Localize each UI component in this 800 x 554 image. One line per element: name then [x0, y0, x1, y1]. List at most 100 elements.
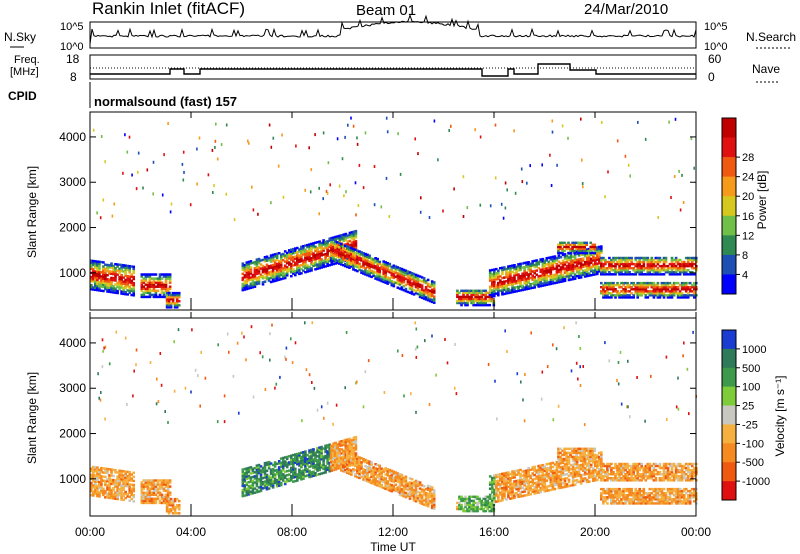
data-cell-power-1436	[412, 276, 416, 280]
data-cell-power-1118	[342, 255, 345, 259]
data-cell-vel-39	[96, 490, 99, 494]
data-cell-power-80	[102, 279, 105, 283]
data-cell-power-89	[104, 288, 107, 291]
data-cell-vel-663	[283, 460, 287, 463]
data-cell-vel-1638	[491, 476, 494, 480]
data-cell-power-612	[273, 267, 277, 270]
data-cell-power-1078	[331, 247, 335, 251]
data-cell-power-2259	[600, 251, 603, 254]
data-cell-power-875	[322, 259, 325, 263]
data-cell-power-338	[156, 283, 160, 286]
data-cell-vel-445	[241, 476, 245, 480]
data-cell-vel-1764	[513, 472, 516, 475]
data-cell-power-933	[332, 238, 336, 241]
data-cell-vel-1277	[380, 475, 384, 479]
data-cell-vel-1018	[350, 463, 354, 467]
data-cell-vel-1089	[335, 453, 339, 456]
data-cell-vel-279	[144, 483, 148, 486]
data-cell-power-2243	[598, 266, 601, 269]
data-cell-power-2719	[620, 256, 623, 260]
data-cell-power-1937	[541, 260, 545, 263]
data-cell-vel-362	[162, 497, 166, 501]
data-cell-vel-1209	[366, 478, 369, 481]
data-cell-power-1498	[426, 278, 430, 282]
data-cell-vel-219	[126, 470, 130, 474]
data-cell-vel-1701	[503, 488, 506, 491]
data-cell-vel-604	[271, 463, 275, 467]
data-cell-vel-272	[144, 501, 148, 505]
data-cell-vel-522	[255, 468, 259, 471]
data-cell-vel-1543	[468, 505, 471, 509]
data-cell-power-2251	[598, 247, 601, 251]
data-cell-power-1998	[551, 255, 555, 259]
data-cell-power-1172	[354, 269, 357, 272]
data-cell-power-3052	[657, 215, 659, 219]
freq-unit: [MHz]	[10, 66, 39, 78]
data-cell-power-2194	[587, 252, 591, 255]
data-cell-vel-1708	[503, 474, 506, 477]
data-cell-power-1950	[543, 261, 547, 265]
data-cell-vel-1466	[424, 498, 428, 501]
data-cell-power-248	[132, 294, 136, 297]
data-cell-vel-322	[152, 485, 156, 488]
data-cell-vel-820	[314, 459, 317, 463]
data-cell-power-323	[152, 281, 156, 284]
data-cell-power-295	[146, 281, 150, 284]
data-cell-power-1391	[402, 276, 406, 280]
data-cell-vel-631	[277, 466, 281, 469]
data-cell-vel-1065	[331, 457, 335, 461]
data-cell-power-233	[128, 277, 132, 280]
data-cell-vel-1164	[356, 471, 359, 475]
data-cell-vel-515	[255, 482, 259, 486]
data-cell-power-2119	[575, 266, 579, 270]
data-cell-power-1031	[350, 243, 354, 246]
data-cell-vel-142	[114, 491, 117, 494]
data-cell-power-2920	[678, 258, 682, 262]
data-cell-power-2022	[557, 276, 561, 280]
data-cell-power-3040	[494, 176, 497, 180]
data-cell-power-1650	[488, 291, 492, 295]
data-cell-power-1559	[466, 297, 469, 301]
data-cell-power-1098	[338, 262, 341, 265]
data-cell-power-274	[142, 287, 146, 291]
data-cell-vel-255	[140, 493, 144, 497]
data-cell-power-1020	[348, 243, 352, 247]
data-cell-power-2871	[664, 271, 668, 274]
data-cell-power-2876	[664, 256, 668, 260]
data-cell-power-2198	[589, 269, 593, 273]
data-cell-power-2538	[660, 283, 664, 287]
data-cell-power-1065	[329, 252, 333, 256]
data-cell-power-88	[102, 261, 105, 264]
data-cell-vel-1629	[491, 497, 494, 500]
data-cell-power-2854	[658, 264, 662, 268]
data-cell-power-669	[283, 264, 287, 267]
data-cell-power-2196	[587, 247, 591, 251]
data-cell-power-16	[92, 276, 95, 279]
data-cell-vel-476	[247, 487, 251, 490]
data-cell-power-2509	[652, 288, 656, 291]
data-cell-power-2628	[690, 290, 694, 293]
data-cell-power-2918	[678, 264, 682, 268]
data-cell-power-820	[312, 256, 315, 259]
data-cell-power-592	[269, 256, 273, 259]
data-cell-vel-104	[108, 496, 111, 500]
data-cell-power-2437	[628, 283, 631, 287]
data-cell-vel-957	[338, 442, 342, 446]
data-cell-power-1841	[523, 270, 526, 273]
data-cell-power-3126	[462, 175, 465, 179]
data-cell-vel-195	[122, 480, 125, 483]
data-cell-vel-1432	[414, 479, 418, 483]
data-cell-power-3066	[678, 169, 680, 173]
data-cell-vel-284	[146, 497, 150, 501]
data-cell-power-41	[96, 282, 99, 286]
data-cell-power-1659	[488, 269, 492, 272]
data-cell-power-97	[104, 271, 107, 275]
data-cell-power-3095	[502, 216, 505, 220]
data-cell-power-2813	[648, 273, 652, 276]
data-cell-power-2832	[652, 267, 656, 270]
data-cell-power-1697	[497, 287, 500, 291]
data-cell-power-345	[158, 283, 162, 286]
data-cell-power-1143	[348, 262, 351, 265]
data-cell-power-1592	[476, 299, 479, 303]
data-cell-vel-826	[316, 469, 319, 472]
